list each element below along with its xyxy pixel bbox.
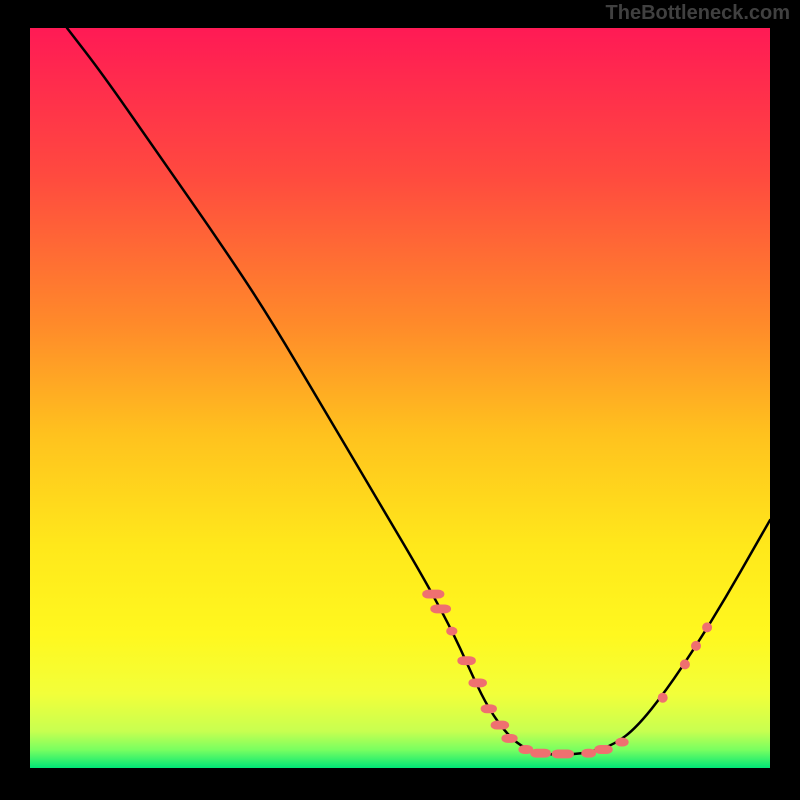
gradient-background [30, 28, 770, 768]
marker-dot [702, 622, 712, 632]
marker-pill [530, 749, 551, 758]
chart-container: TheBottleneck.com [0, 0, 800, 800]
marker-pill [446, 627, 457, 636]
marker-pill [491, 721, 510, 730]
marker-dot [658, 693, 668, 703]
marker-pill [552, 750, 574, 759]
marker-dot [680, 659, 690, 669]
marker-pill [501, 734, 517, 743]
marker-dot [691, 641, 701, 651]
watermark-text: TheBottleneck.com [606, 2, 790, 25]
chart-svg [0, 0, 800, 800]
marker-pill [468, 678, 487, 687]
marker-pill [457, 656, 476, 665]
marker-pill [481, 704, 497, 713]
marker-pill [615, 738, 628, 747]
marker-pill [594, 745, 613, 754]
marker-pill [422, 590, 444, 599]
marker-pill [430, 604, 451, 613]
marker-pill [581, 749, 596, 758]
